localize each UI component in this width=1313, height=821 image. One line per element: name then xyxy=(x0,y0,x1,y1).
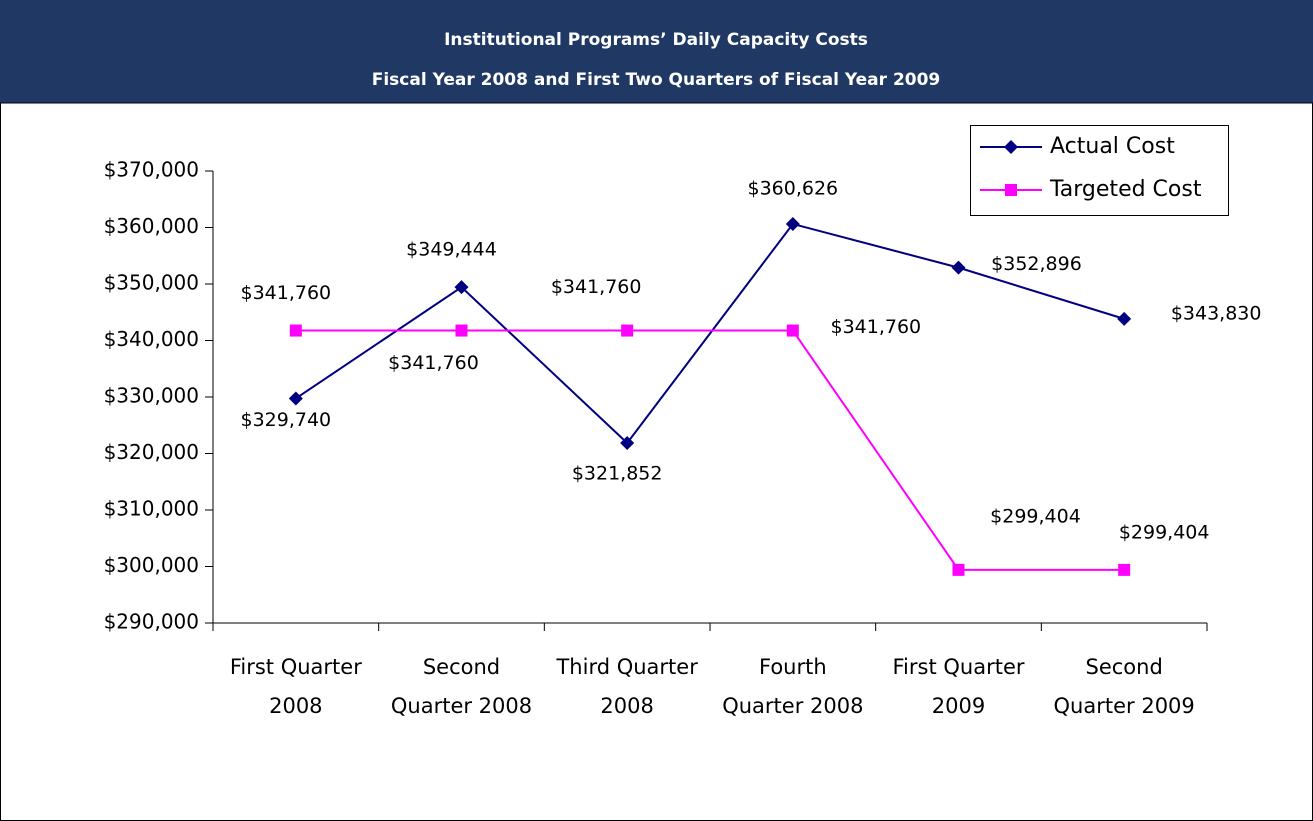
y-tick-label: $290,000 xyxy=(104,610,199,634)
chart-subtitle: Fiscal Year 2008 and First Two Quarters … xyxy=(372,70,941,90)
x-tick-label: Second Quarter 2008 xyxy=(390,655,533,718)
data-label: $341,760 xyxy=(551,276,642,298)
legend-box xyxy=(970,125,1229,216)
legend-label: Actual Cost xyxy=(1050,134,1175,159)
data-label: $329,740 xyxy=(240,409,331,431)
marker xyxy=(288,391,303,406)
y-tick-label: $310,000 xyxy=(104,497,199,521)
x-tick-label: Fourth Quarter 2008 xyxy=(722,655,864,718)
data-label: $321,852 xyxy=(572,463,663,485)
data-label: $343,830 xyxy=(1171,302,1262,324)
data-label: $349,444 xyxy=(406,239,497,261)
series-line xyxy=(295,329,1125,571)
title-band xyxy=(0,0,1313,103)
chart-title: Institutional Programs’ Daily Capacity C… xyxy=(444,30,868,50)
marker xyxy=(455,324,468,337)
marker xyxy=(1005,184,1017,196)
data-label: $299,404 xyxy=(990,505,1081,527)
marker xyxy=(289,324,302,337)
data-label: $352,896 xyxy=(991,253,1082,275)
marker xyxy=(786,324,799,337)
y-tick-label: $340,000 xyxy=(104,327,199,351)
x-tick-label: First Quarter 2008 xyxy=(229,655,362,718)
x-tick-label: First Quarter 2009 xyxy=(892,655,1025,718)
data-label: $360,626 xyxy=(747,177,838,199)
marker xyxy=(1117,311,1132,326)
y-tick-label: $350,000 xyxy=(104,271,199,295)
x-tick-label: Second Quarter 2009 xyxy=(1053,655,1195,718)
series-line xyxy=(295,222,1125,445)
legend-label: Targeted Cost xyxy=(1049,177,1202,202)
data-label: $299,404 xyxy=(1119,521,1210,543)
marker xyxy=(785,216,800,231)
data-label: $341,760 xyxy=(388,352,479,374)
marker xyxy=(952,563,965,576)
x-tick-label: Third Quarter 2008 xyxy=(556,655,698,718)
marker xyxy=(1004,140,1018,154)
y-tick-label: $360,000 xyxy=(104,214,199,238)
marker xyxy=(454,280,469,295)
y-tick-label: $320,000 xyxy=(104,440,199,464)
marker xyxy=(951,260,966,275)
data-label: $341,760 xyxy=(830,316,921,338)
marker xyxy=(620,436,635,451)
y-tick-label: $370,000 xyxy=(104,158,199,182)
y-tick-label: $330,000 xyxy=(104,384,199,408)
y-tick-label: $300,000 xyxy=(104,553,199,577)
marker xyxy=(1118,563,1131,576)
marker xyxy=(621,324,634,337)
data-label: $341,760 xyxy=(240,282,331,304)
